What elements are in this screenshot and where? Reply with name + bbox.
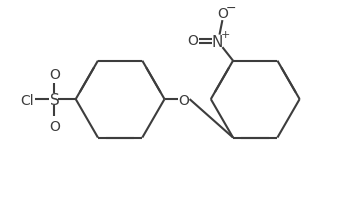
Text: O: O (178, 94, 189, 108)
Text: N: N (212, 35, 223, 50)
Text: O: O (49, 120, 60, 134)
Text: −: − (226, 2, 236, 15)
Text: Cl: Cl (21, 94, 34, 108)
Text: S: S (50, 93, 59, 108)
Text: O: O (49, 68, 60, 82)
Text: +: + (221, 30, 230, 40)
Text: O: O (187, 34, 198, 48)
Text: O: O (217, 7, 228, 21)
